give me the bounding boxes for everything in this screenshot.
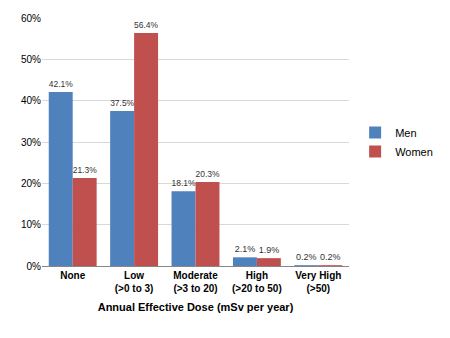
svg-text:2.1%: 2.1%: [235, 244, 256, 254]
svg-text:56.4%: 56.4%: [134, 20, 158, 30]
svg-text:20.3%: 20.3%: [196, 169, 220, 179]
svg-text:0%: 0%: [27, 261, 42, 272]
svg-text:30%: 30%: [21, 137, 41, 148]
svg-text:Women: Women: [395, 146, 433, 158]
svg-text:1.9%: 1.9%: [259, 245, 280, 255]
svg-text:Low(>0 to 3): Low(>0 to 3): [115, 270, 154, 294]
svg-text:21.3%: 21.3%: [73, 165, 97, 175]
svg-text:10%: 10%: [21, 219, 41, 230]
svg-text:Men: Men: [395, 127, 416, 139]
svg-text:Very High(>50): Very High(>50): [295, 270, 341, 294]
svg-text:High(>20 to 50): High(>20 to 50): [232, 270, 282, 294]
svg-text:42.1%: 42.1%: [49, 79, 73, 89]
svg-text:20%: 20%: [21, 178, 41, 189]
svg-text:37.5%: 37.5%: [110, 98, 134, 108]
svg-text:Annual Effective Dose (mSv per: Annual Effective Dose (mSv per year): [98, 301, 294, 313]
svg-text:50%: 50%: [21, 54, 41, 65]
svg-text:60%: 60%: [21, 13, 41, 24]
svg-text:18.1%: 18.1%: [172, 178, 196, 188]
svg-text:0.2%: 0.2%: [320, 252, 341, 262]
svg-text:40%: 40%: [21, 95, 41, 106]
svg-text:None: None: [60, 270, 85, 281]
svg-text:Moderate(>3 to 20): Moderate(>3 to 20): [173, 270, 218, 294]
svg-text:0.2%: 0.2%: [296, 252, 317, 262]
